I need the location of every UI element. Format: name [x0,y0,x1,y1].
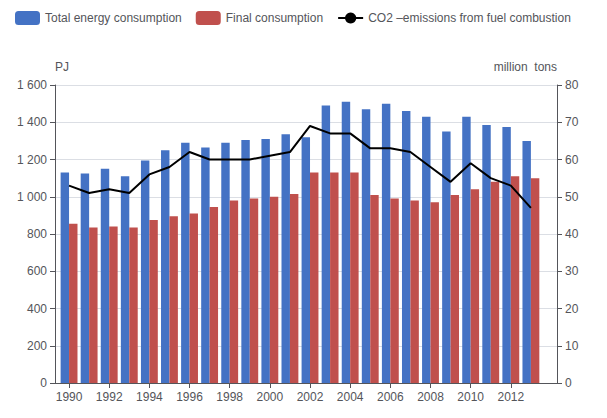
svg-text:1998: 1998 [216,390,243,404]
svg-text:1994: 1994 [136,390,163,404]
svg-text:1996: 1996 [176,390,203,404]
svg-text:2008: 2008 [417,390,444,404]
svg-text:800: 800 [27,227,47,241]
svg-text:40: 40 [565,227,579,241]
svg-text:20: 20 [565,302,579,316]
svg-text:1 000: 1 000 [17,190,47,204]
svg-text:80: 80 [565,78,579,92]
svg-text:2000: 2000 [257,390,284,404]
svg-text:30: 30 [565,264,579,278]
svg-text:CO2 –emissions from fuel combu: CO2 –emissions from fuel combustion [368,11,571,25]
svg-text:1 400: 1 400 [17,115,47,129]
svg-text:60: 60 [565,153,579,167]
svg-text:1992: 1992 [96,390,123,404]
svg-text:2010: 2010 [457,390,484,404]
svg-text:0: 0 [565,376,572,390]
svg-text:1 200: 1 200 [17,153,47,167]
svg-text:2002: 2002 [297,390,324,404]
svg-text:1 600: 1 600 [17,78,47,92]
svg-text:10: 10 [565,339,579,353]
svg-text:Total energy consumption: Total energy consumption [45,11,182,25]
svg-text:70: 70 [565,115,579,129]
svg-text:600: 600 [27,264,47,278]
svg-text:2012: 2012 [497,390,524,404]
svg-text:200: 200 [27,339,47,353]
svg-text:400: 400 [27,302,47,316]
svg-text:2006: 2006 [377,390,404,404]
svg-text:1990: 1990 [56,390,83,404]
svg-text:Final consumption: Final consumption [226,11,323,25]
svg-text:0: 0 [40,376,47,390]
svg-text:PJ: PJ [55,60,69,74]
svg-text:2004: 2004 [337,390,364,404]
svg-text:million tons: million tons [494,60,557,74]
svg-text:50: 50 [565,190,579,204]
